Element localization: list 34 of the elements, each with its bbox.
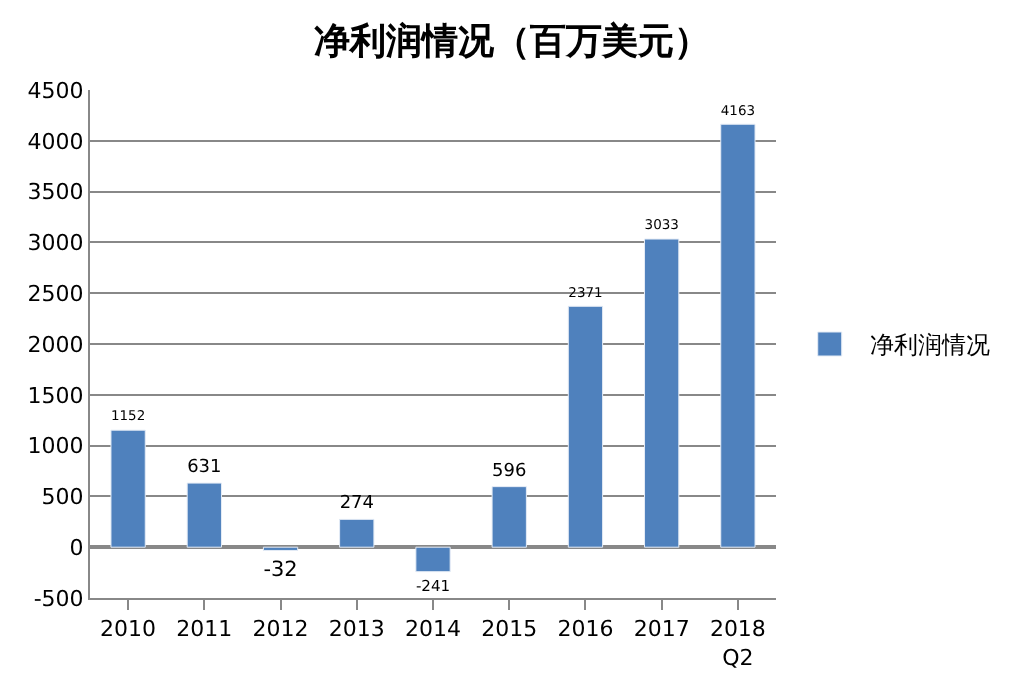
legend-label: 净利润情况 [869,331,990,360]
bar [339,518,375,548]
bar [567,305,604,548]
x-tick-label: 2016 [557,616,614,643]
y-tick-label: 2500 [27,280,84,307]
data-label: 631 [187,458,222,479]
y-tick-label: 4000 [27,128,84,155]
x-tick-label: 2010 [100,616,157,643]
y-tick-label: 500 [41,484,84,511]
x-tick-label: 2014 [405,616,461,643]
x-tick-label: 2012 [252,616,309,643]
y-tick-label: 0 [69,534,84,561]
y-tick-label: 4500 [27,77,84,104]
bar [110,429,146,548]
bar [644,238,680,548]
data-label: 596 [492,461,527,482]
data-label: 274 [339,494,375,515]
bar [186,482,222,548]
chart-title: 净利润情况（百万美元） [314,21,710,64]
y-tick-label: -500 [33,585,84,612]
data-label: -32 [263,557,298,582]
y-tick-label: 1500 [27,382,84,409]
bar [415,546,451,573]
x-tick-label: 2013 [328,616,385,643]
y-tick-label: 1000 [27,433,84,460]
bar [491,486,527,548]
y-tick-label: 3000 [27,230,84,257]
x-tick-label: 2011 [176,616,233,643]
bar [720,123,756,548]
x-tick-label: 2018 Q2 [709,616,766,671]
y-tick-label: 3500 [27,179,84,206]
y-tick-label: 2000 [27,331,84,358]
x-tick-label: 2017 [633,616,690,643]
x-tick-label: 2015 [481,616,538,643]
